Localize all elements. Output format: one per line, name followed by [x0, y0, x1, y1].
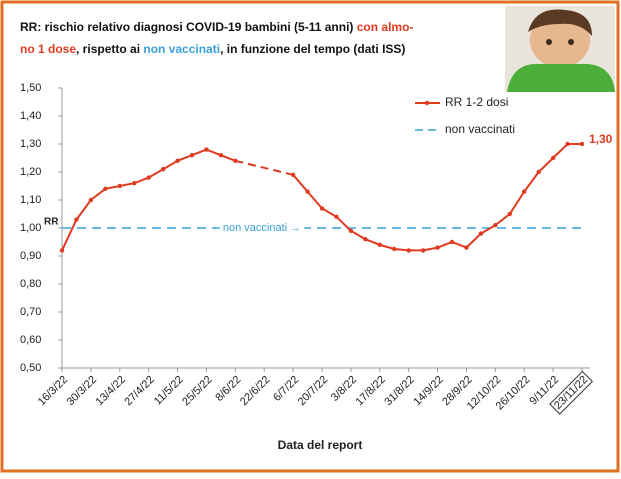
title-segment: non vaccinati	[143, 42, 220, 56]
chart: RR: rischio relativo diagnosi COVID-19 b…	[0, 0, 621, 474]
chart-title: RR: rischio relativo diagnosi COVID-19 b…	[20, 20, 413, 34]
point	[536, 170, 540, 174]
point	[334, 215, 338, 219]
point	[190, 153, 194, 157]
title-segment: no 1 dose	[20, 42, 76, 56]
point	[450, 240, 454, 244]
reference-annotation: non vaccinati →	[223, 222, 301, 234]
photo	[505, 6, 615, 92]
title-segment: RR: rischio relativo diagnosi COVID-19 b…	[20, 20, 357, 34]
point	[74, 217, 78, 221]
point	[161, 167, 165, 171]
y-tick-label: 0,70	[20, 306, 41, 318]
point	[435, 245, 439, 249]
point	[349, 229, 353, 233]
x-axis-title: Data del report	[278, 438, 363, 452]
legend-marker	[425, 101, 429, 105]
point	[291, 173, 295, 177]
y-axis-title: RR	[44, 217, 59, 228]
point	[219, 153, 223, 157]
y-tick-label: 0,90	[20, 250, 41, 262]
point	[204, 147, 208, 151]
point	[305, 189, 309, 193]
y-tick-label: 1,00	[20, 222, 41, 234]
point	[508, 212, 512, 216]
title-segment: , in funzione del tempo	[220, 42, 353, 56]
point	[392, 247, 396, 251]
point	[479, 231, 483, 235]
point	[118, 184, 122, 188]
point	[551, 156, 555, 160]
title-segment: (dati ISS)	[353, 42, 405, 56]
point	[233, 159, 237, 163]
legend-label: RR 1-2 dosi	[445, 95, 508, 109]
y-tick-label: 0,50	[20, 362, 41, 374]
point	[363, 237, 367, 241]
y-tick-label: 1,20	[20, 166, 41, 178]
title-segment: , rispetto ai	[76, 42, 143, 56]
y-tick-label: 0,80	[20, 278, 41, 290]
point	[378, 243, 382, 247]
title-segment: con almo-	[357, 20, 414, 34]
point	[89, 198, 93, 202]
point	[493, 223, 497, 227]
point	[146, 175, 150, 179]
point	[421, 248, 425, 252]
point	[522, 189, 526, 193]
legend-label: non vaccinati	[445, 122, 515, 136]
y-tick-label: 0,60	[20, 334, 41, 346]
y-tick-label: 1,30	[20, 138, 41, 150]
point	[60, 248, 64, 252]
point	[565, 142, 569, 146]
point	[132, 181, 136, 185]
y-tick-label: 1,40	[20, 110, 41, 122]
y-tick-label: 1,10	[20, 194, 41, 206]
point	[320, 206, 324, 210]
point	[103, 187, 107, 191]
point	[175, 159, 179, 163]
point	[580, 142, 584, 146]
value-label: 1,30	[589, 132, 613, 146]
chart-title: no 1 dose, rispetto ai non vaccinati, in…	[20, 42, 405, 56]
point	[406, 248, 410, 252]
point	[464, 245, 468, 249]
y-tick-label: 1,50	[20, 82, 41, 94]
